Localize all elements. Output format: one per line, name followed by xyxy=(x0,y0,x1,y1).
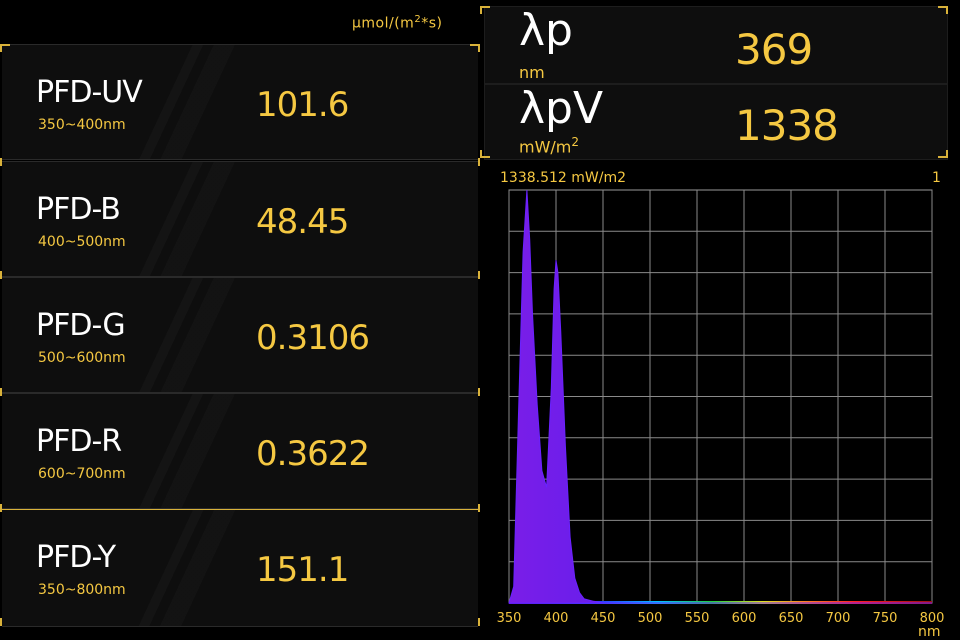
pfd-y-value: 151.1 xyxy=(256,550,349,590)
chart-grid xyxy=(508,189,933,604)
corner-tick xyxy=(946,6,948,14)
corner-tick xyxy=(480,6,482,14)
pfd-b-name: PFD-B xyxy=(36,192,121,227)
pfd-y-card: PFD-Y 350~800nm 151.1 xyxy=(2,509,478,627)
corner-tick xyxy=(0,158,2,166)
pfd-uv-name: PFD-UV xyxy=(36,75,143,110)
x-tick-label: 700 xyxy=(826,611,851,626)
pfd-b-card: PFD-B 400~500nm 48.45 xyxy=(2,161,478,277)
peak-wavelength-symbol: λp xyxy=(519,5,573,56)
pfd-b-value: 48.45 xyxy=(256,202,349,242)
x-tick-label: 650 xyxy=(779,611,804,626)
pfd-uv-range: 350~400nm xyxy=(38,117,126,133)
x-tick-label: 500 xyxy=(638,611,663,626)
pfd-b-range: 400~500nm xyxy=(38,234,126,250)
x-tick-label: 450 xyxy=(591,611,616,626)
peak-wavelength-box: λp nm 369 xyxy=(484,5,948,84)
corner-tick xyxy=(480,150,482,158)
corner-tick xyxy=(480,6,490,8)
peak-power-value: 1338 xyxy=(735,101,839,150)
corner-tick xyxy=(946,150,948,158)
pfd-r-name: PFD-R xyxy=(36,424,122,459)
corner-tick xyxy=(478,504,480,512)
pfd-y-name: PFD-Y xyxy=(36,540,116,575)
peak-power-symbol: λpV xyxy=(519,83,604,134)
peak-wavelength-value: 369 xyxy=(735,25,813,74)
corner-tick xyxy=(938,6,948,8)
pfd-r-value: 0.3622 xyxy=(256,434,370,474)
corner-tick xyxy=(478,44,480,52)
spectrum-area xyxy=(508,189,932,604)
chart-scale-label: 1 xyxy=(932,170,941,186)
corner-tick xyxy=(0,618,2,626)
x-tick-label: 550 xyxy=(685,611,710,626)
corner-tick xyxy=(0,504,2,512)
x-axis-ticks: 350 400 450 500 550 600 650 700 750 800 xyxy=(497,611,945,626)
corner-tick xyxy=(0,44,10,46)
x-tick-label: 800 xyxy=(920,611,945,626)
x-tick-label: 400 xyxy=(544,611,569,626)
pfd-uv-value: 101.6 xyxy=(256,85,349,125)
chart-max-label: 1338.512 mW/m2 xyxy=(500,170,626,186)
pfd-r-range: 600~700nm xyxy=(38,466,126,482)
corner-tick xyxy=(478,158,480,166)
pfd-r-card: PFD-R 600~700nm 0.3622 xyxy=(2,393,478,509)
corner-tick xyxy=(478,388,480,396)
x-axis-label: nm xyxy=(918,624,941,640)
pfd-y-range: 350~800nm xyxy=(38,582,126,598)
x-tick-label: 350 xyxy=(497,611,522,626)
corner-tick xyxy=(470,44,480,46)
corner-tick xyxy=(0,44,2,52)
x-tick-label: 600 xyxy=(732,611,757,626)
peak-power-unit: mW/m2 xyxy=(519,135,580,157)
pfd-g-card: PFD-G 500~600nm 0.3106 xyxy=(2,277,478,393)
corner-tick xyxy=(480,156,490,158)
pfd-uv-card: PFD-UV 350~400nm 101.6 xyxy=(2,44,478,160)
pfd-unit-label: μmol/(m2*s) xyxy=(352,14,443,32)
corner-tick xyxy=(938,156,948,158)
peak-power-box: λpV mW/m2 1338 xyxy=(484,83,948,160)
pfd-g-name: PFD-G xyxy=(36,308,126,343)
pfd-g-range: 500~600nm xyxy=(38,350,126,366)
x-tick-label: 750 xyxy=(873,611,898,626)
corner-tick xyxy=(478,618,480,626)
peak-wavelength-unit: nm xyxy=(519,63,545,82)
corner-tick xyxy=(0,271,2,279)
corner-tick xyxy=(478,271,480,279)
pfd-g-value: 0.3106 xyxy=(256,318,370,358)
corner-tick xyxy=(0,388,2,396)
